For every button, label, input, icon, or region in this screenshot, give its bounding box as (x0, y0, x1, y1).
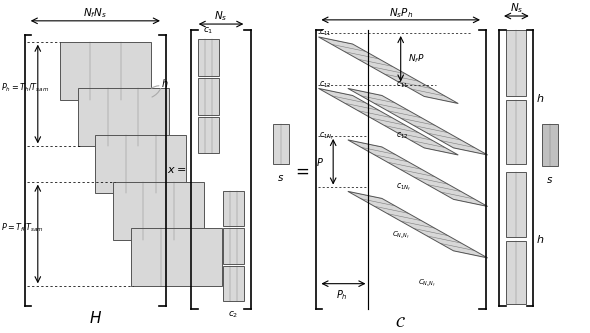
Bar (198, 117, 219, 154)
Polygon shape (348, 88, 487, 155)
Bar (506, 100, 526, 164)
Polygon shape (319, 37, 458, 104)
Text: $h$: $h$ (536, 233, 545, 245)
Polygon shape (319, 88, 458, 155)
Text: $P_h$: $P_h$ (336, 288, 348, 302)
Text: $C_{N_sN_f}$: $C_{N_sN_f}$ (392, 230, 410, 241)
Bar (273, 124, 289, 164)
Text: $N_f N_s$: $N_f N_s$ (83, 7, 107, 20)
Bar (198, 40, 219, 76)
Bar (542, 124, 558, 166)
Bar (223, 191, 244, 226)
Text: $x =$: $x =$ (167, 166, 186, 175)
Text: $h$: $h$ (161, 77, 168, 89)
Text: $N_s$: $N_s$ (510, 1, 523, 15)
Bar (506, 172, 526, 237)
Text: $P_h = T_h/T_{sam}$: $P_h = T_h/T_{sam}$ (1, 82, 50, 95)
Bar (198, 78, 219, 115)
Text: $c_{12}$: $c_{12}$ (319, 79, 332, 90)
Bar (96, 135, 186, 193)
Text: $=$: $=$ (292, 162, 310, 179)
Text: $N_s$: $N_s$ (214, 9, 228, 23)
Text: $P = T_f/T_{sam}$: $P = T_f/T_{sam}$ (1, 222, 44, 234)
Polygon shape (348, 140, 487, 206)
Bar (60, 42, 151, 100)
Text: $s$: $s$ (277, 173, 284, 183)
Bar (506, 240, 526, 304)
Text: $c_2$: $c_2$ (228, 310, 238, 320)
Text: $h$: $h$ (536, 92, 545, 104)
Text: $s$: $s$ (546, 175, 553, 185)
Text: $c_{11}$: $c_{11}$ (319, 28, 332, 38)
Text: $c_{1N_f}$: $c_{1N_f}$ (319, 130, 335, 142)
Text: $c_{11}$: $c_{11}$ (396, 79, 408, 90)
Text: $N_f P$: $N_f P$ (408, 53, 424, 65)
Text: $c_{12}$: $c_{12}$ (396, 131, 408, 141)
Bar (113, 182, 204, 240)
Text: $P$: $P$ (316, 156, 324, 168)
Bar (223, 266, 244, 301)
Text: $H$: $H$ (89, 310, 102, 326)
Text: $N_s P_h$: $N_s P_h$ (389, 6, 413, 20)
Bar (78, 88, 169, 146)
Text: $c_1$: $c_1$ (204, 25, 214, 36)
Text: $\mathcal{C}$: $\mathcal{C}$ (395, 315, 406, 330)
Bar (130, 228, 222, 286)
Polygon shape (348, 191, 487, 258)
Bar (223, 228, 244, 264)
Text: $c_{1N_f}$: $c_{1N_f}$ (396, 182, 411, 193)
Bar (506, 31, 526, 97)
Text: $C_{N_sN_f}$: $C_{N_sN_f}$ (418, 278, 436, 289)
